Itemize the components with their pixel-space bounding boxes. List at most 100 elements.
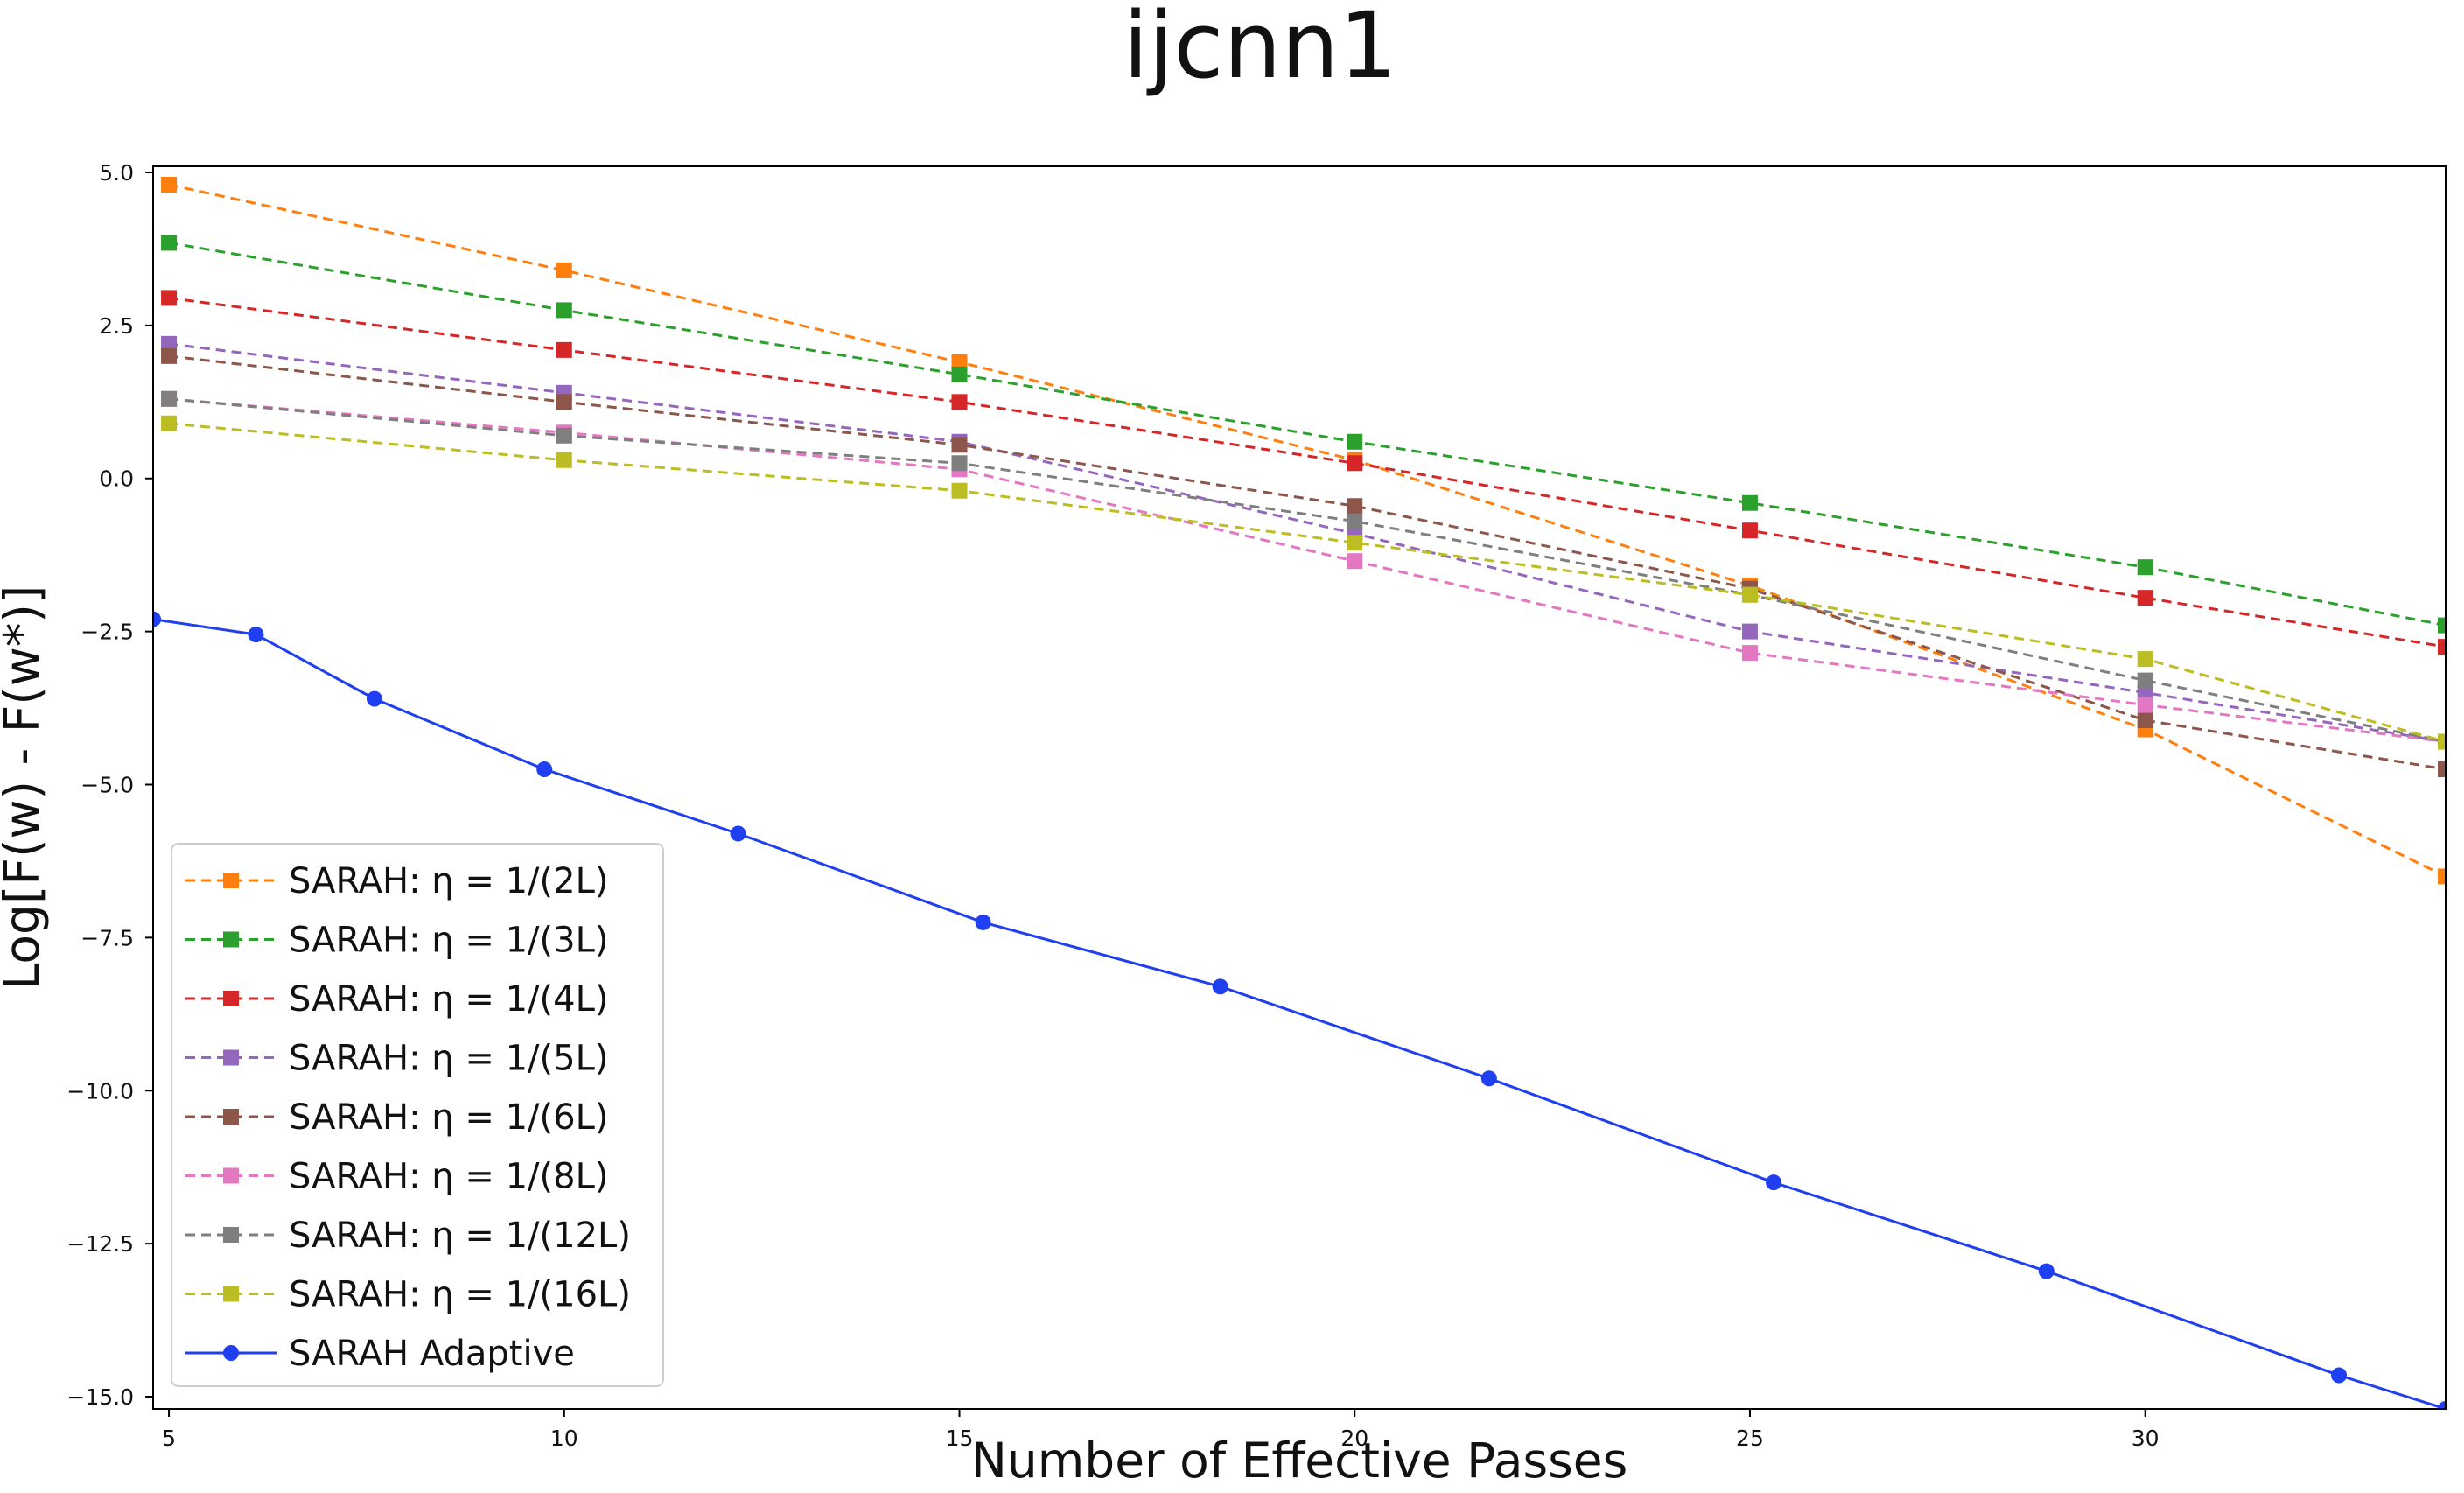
data-point [556,394,572,410]
data-point [556,262,572,278]
data-point [2137,684,2153,701]
data-point [556,302,572,319]
legend-marker [223,1286,239,1302]
legend-label: SARAH: η = 1/(6L) [289,1097,608,1138]
data-point [1766,1174,1782,1191]
data-point [2438,617,2446,634]
data-point [556,341,572,358]
y-tick-label: −10.0 [66,1078,134,1104]
data-point [1347,455,1363,472]
data-point [1741,645,1758,662]
data-point [2331,1367,2348,1384]
legend-box [171,843,664,1387]
legend-marker [223,931,239,948]
y-tick-label: −12.5 [66,1231,134,1257]
data-point [2438,733,2446,750]
legend-entry: SARAH Adaptive [186,1334,575,1374]
legend-label: SARAH: η = 1/(5L) [289,1039,608,1079]
legend: SARAH: η = 1/(2L) SARAH: η = 1/(3L) SARAH:… [171,843,664,1387]
data-point [951,455,968,472]
data-point [1347,433,1363,450]
data-point [1347,553,1363,570]
data-point [161,390,178,407]
data-point [1741,623,1758,640]
data-point [2137,712,2153,729]
legend-label: SARAH: η = 1/(4L) [289,979,608,1020]
data-point [161,235,178,251]
x-tick-label: 10 [550,1426,578,1451]
data-point [161,347,178,364]
data-point [366,690,382,707]
chart-title: ijcnn1 [1124,0,1397,99]
x-tick-label: 20 [1340,1426,1368,1451]
data-point [2038,1263,2054,1279]
y-tick-label: −7.5 [80,925,134,950]
x-tick-label: 30 [2132,1426,2160,1451]
legend-entry: SARAH: η = 1/(6L) [186,1097,608,1138]
legend-label: SARAH: η = 1/(2L) [289,861,608,901]
legend-marker [223,991,239,1006]
series-3 [161,290,2446,655]
data-point [1741,522,1758,539]
data-point [1741,494,1758,511]
y-tick-label: −2.5 [80,620,134,645]
data-point [556,452,572,468]
legend-entry: SARAH: η = 1/(2L) [186,861,608,901]
y-tick-label: −5.0 [80,773,134,798]
data-point [248,627,264,643]
legend-marker [223,873,239,888]
data-point [2137,590,2153,606]
legend-marker [223,1109,239,1125]
data-point [2438,761,2446,778]
data-point [536,761,553,778]
series-8 [161,415,2446,750]
y-tick-label: 2.5 [99,313,134,339]
y-tick-label: −15.0 [66,1384,134,1410]
data-point [2438,868,2446,885]
legend-marker [223,1167,239,1184]
x-tick-label: 15 [946,1426,974,1451]
data-point [1347,535,1363,551]
y-tick-label: 5.0 [99,160,134,186]
data-point [1347,513,1363,529]
plot-frame [152,165,2446,1410]
legend-marker [223,1049,239,1066]
data-point [2137,651,2153,668]
legend-entry: SARAH: η = 1/(16L) [186,1275,631,1315]
x-tick-label: 25 [1736,1426,1764,1451]
data-point [161,290,178,306]
series-2 [161,235,2446,634]
data-point [1741,586,1758,603]
legend-label: SARAH Adaptive [289,1334,575,1374]
legend-entry: SARAH: η = 1/(5L) [186,1039,608,1079]
data-point [153,611,161,627]
x-axis-label: Number of Effective Passes [971,1433,1628,1489]
data-point [951,482,968,499]
data-point [951,394,968,410]
legend-label: SARAH: η = 1/(12L) [289,1216,631,1256]
data-point [2137,559,2153,576]
legend-label: SARAH: η = 1/(16L) [289,1275,631,1315]
data-point [2137,697,2153,713]
x-tick-label: 5 [162,1426,176,1451]
data-point [2137,672,2153,689]
series-9 [153,611,2446,1409]
y-axis-label: Log[F(w) - F(w*)] [0,585,50,991]
data-point [951,366,968,382]
data-point [161,415,178,431]
y-tick-label: 0.0 [99,466,134,492]
legend-marker [223,1227,239,1243]
data-point [2438,639,2446,655]
legend-marker [223,1345,239,1361]
legend-label: SARAH: η = 1/(8L) [289,1157,608,1197]
data-point [1480,1070,1497,1087]
legend-entry: SARAH: η = 1/(4L) [186,979,608,1020]
data-point [161,335,178,352]
legend-label: SARAH: η = 1/(3L) [289,921,608,961]
legend-entry: SARAH: η = 1/(3L) [186,921,608,961]
data-point [1347,498,1363,515]
data-point [1212,978,1228,995]
data-point [556,427,572,444]
data-point [975,914,991,930]
